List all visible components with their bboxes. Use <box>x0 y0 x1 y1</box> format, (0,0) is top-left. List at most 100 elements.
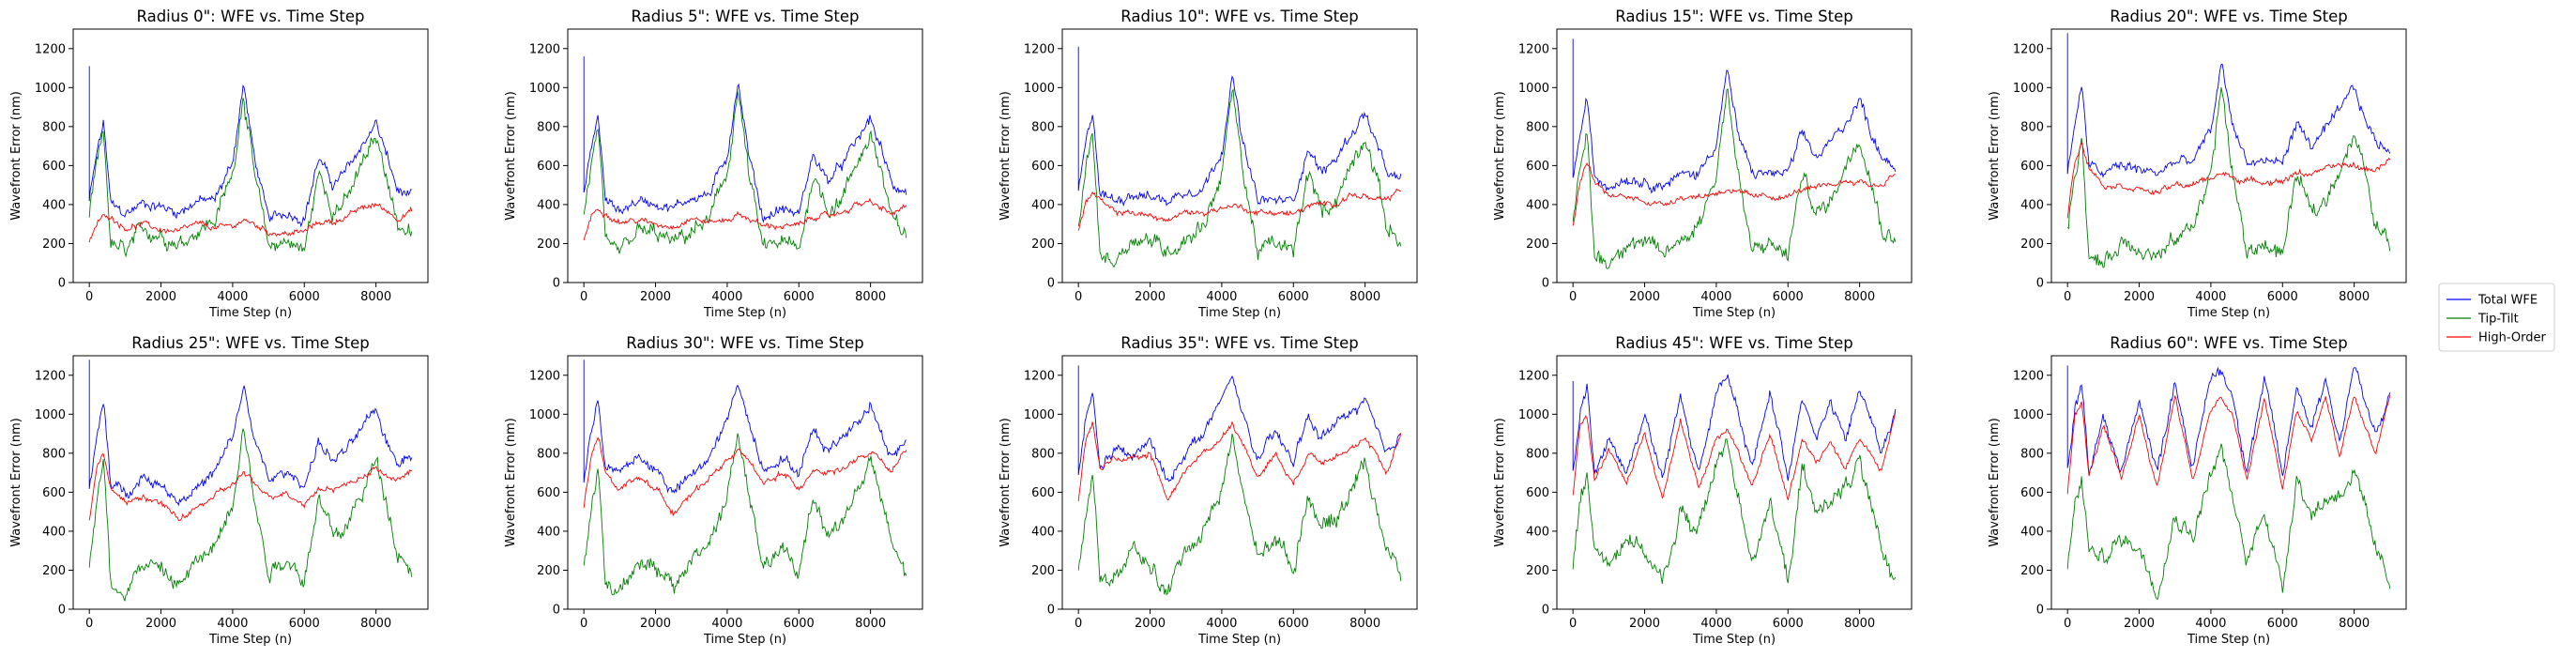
y-tick-label: 400 <box>1526 198 1549 212</box>
x-tick-label: 8000 <box>2339 617 2370 631</box>
axes-frame <box>568 356 922 609</box>
y-axis-label: Wavefront Error (nm) <box>9 91 23 221</box>
subplot-title: Radius 25": WFE vs. Time Step <box>131 334 369 352</box>
x-tick-label: 0 <box>580 290 587 304</box>
x-tick-label: 0 <box>580 617 587 631</box>
subplot-7: 0 2000 4000 6000 8000020040060080010001200Ti… <box>504 334 922 647</box>
x-tick-label: 8000 <box>1844 617 1875 631</box>
y-tick-label: 800 <box>1526 447 1549 461</box>
x-tick-label: 6000 <box>2267 290 2298 304</box>
x-axis-label: Time Step (n) <box>1197 306 1281 320</box>
x-tick-label: 4000 <box>1206 617 1237 631</box>
line-high-order <box>89 453 412 520</box>
x-axis-label: Time Step (n) <box>1197 633 1281 647</box>
y-tick-label: 1000 <box>1024 408 1055 422</box>
subplot-9: 0 2000 4000 6000 8000 0 200 400 600 800 1000 1200 Ti… <box>1493 334 1912 647</box>
x-tick-label: 2000 <box>1629 617 1660 631</box>
subplot-2: 0 2000 4000 6000 8000 0 200 400 600 800 1000 1200 Ti… <box>504 8 922 320</box>
y-tick-label: 0 <box>2036 277 2044 291</box>
line-high-order <box>1078 421 1401 501</box>
y-tick-label: 1200 <box>35 369 66 383</box>
y-tick-label: 200 <box>2020 237 2044 252</box>
legend-entry: Tip-Tilt <box>2477 313 2519 327</box>
line-total-wfe <box>2067 33 2390 176</box>
y-tick-label: 0 <box>553 277 560 291</box>
subplot-4: 0 2000 4000 6000 8000 0 200 400 600 800 1000 1200 Ti… <box>1493 8 1912 320</box>
y-tick-label: 800 <box>537 447 560 461</box>
line-tip-tilt <box>1078 434 1401 594</box>
subplot-title: Radius 5": WFE vs. Time Step <box>632 8 860 25</box>
series-lines <box>584 360 907 595</box>
y-tick-label: 400 <box>1526 525 1549 539</box>
x-tick-label: 0 <box>2064 617 2071 631</box>
line-high-order <box>1573 412 1896 500</box>
y-tick-label: 800 <box>2020 120 2044 134</box>
y-tick-label: 200 <box>1031 237 1055 252</box>
y-tick-label: 0 <box>1047 277 1055 291</box>
y-tick-label: 1200 <box>529 369 560 383</box>
line-high-order <box>89 204 412 242</box>
y-tick-label: 1000 <box>529 408 560 422</box>
subplot-5: 0 2000 4000 6000 8000020040060080010001200Ti… <box>1988 8 2406 320</box>
y-tick-label: 200 <box>537 237 560 252</box>
y-tick-label: 600 <box>1526 486 1549 500</box>
x-tick-label: 2000 <box>1629 290 1660 304</box>
x-axis-label: Time Step (n) <box>208 633 292 647</box>
series-lines <box>89 67 412 256</box>
x-tick-label: 2000 <box>640 617 671 631</box>
x-tick-label: 8000 <box>1844 290 1875 304</box>
y-tick-label: 200 <box>1526 564 1549 578</box>
y-tick-label: 400 <box>42 198 66 212</box>
axes-frame <box>73 29 428 283</box>
series-lines <box>1573 38 1896 268</box>
x-tick-label: 4000 <box>1206 290 1237 304</box>
x-tick-label: 2000 <box>640 290 671 304</box>
y-tick-label: 600 <box>42 486 66 500</box>
line-total-wfe <box>89 360 412 505</box>
y-axis-label: Wavefront Error (nm) <box>998 418 1013 547</box>
series-lines <box>2067 365 2390 599</box>
x-tick-label: 4000 <box>2195 290 2226 304</box>
y-tick-label: 1000 <box>529 82 560 96</box>
x-axis-label: Time Step (n) <box>2187 306 2270 320</box>
y-tick-label: 600 <box>1031 160 1055 174</box>
line-total-wfe <box>1078 365 1401 481</box>
x-tick-label: 6000 <box>784 617 815 631</box>
y-tick-label: 600 <box>1526 160 1549 174</box>
y-tick-label: 400 <box>42 525 66 539</box>
y-tick-label: 200 <box>1526 237 1549 252</box>
x-tick-label: 4000 <box>711 290 742 304</box>
y-axis-label: Wavefront Error (nm) <box>1988 91 2002 221</box>
line-tip-tilt <box>89 429 412 602</box>
y-tick-label: 0 <box>1542 277 1549 291</box>
axes-frame <box>568 29 922 283</box>
x-tick-label: 0 <box>1569 290 1577 304</box>
series-lines <box>89 360 412 601</box>
y-tick-label: 400 <box>1031 525 1055 539</box>
axes-frame <box>1557 29 1912 283</box>
x-tick-label: 4000 <box>217 290 248 304</box>
y-tick-label: 600 <box>537 160 560 174</box>
y-tick-label: 600 <box>1031 486 1055 500</box>
y-tick-label: 1000 <box>1024 82 1055 96</box>
line-total-wfe <box>1573 38 1896 192</box>
y-axis-label: Wavefront Error (nm) <box>1493 418 1507 547</box>
x-tick-label: 6000 <box>1773 290 1804 304</box>
y-tick-label: 1200 <box>1518 369 1549 383</box>
x-tick-label: 6000 <box>289 617 320 631</box>
y-tick-label: 400 <box>2020 525 2044 539</box>
y-tick-label: 1000 <box>35 408 66 422</box>
subplots-grid: 0 2000 4000 6000 8000020040060080010001200Ti… <box>9 8 2406 647</box>
x-axis-label: Time Step (n) <box>1692 306 1776 320</box>
y-tick-label: 1000 <box>2013 408 2044 422</box>
series-lines <box>584 56 907 253</box>
y-tick-label: 200 <box>2020 564 2044 578</box>
y-axis-label: Wavefront Error (nm) <box>504 418 518 547</box>
subplot-title: Radius 15": WFE vs. Time Step <box>1615 8 1852 25</box>
x-tick-label: 0 <box>2064 290 2071 304</box>
line-high-order <box>584 199 907 240</box>
x-tick-label: 2000 <box>1135 617 1166 631</box>
y-tick-label: 1000 <box>2013 82 2044 96</box>
x-tick-label: 4000 <box>1700 617 1731 631</box>
